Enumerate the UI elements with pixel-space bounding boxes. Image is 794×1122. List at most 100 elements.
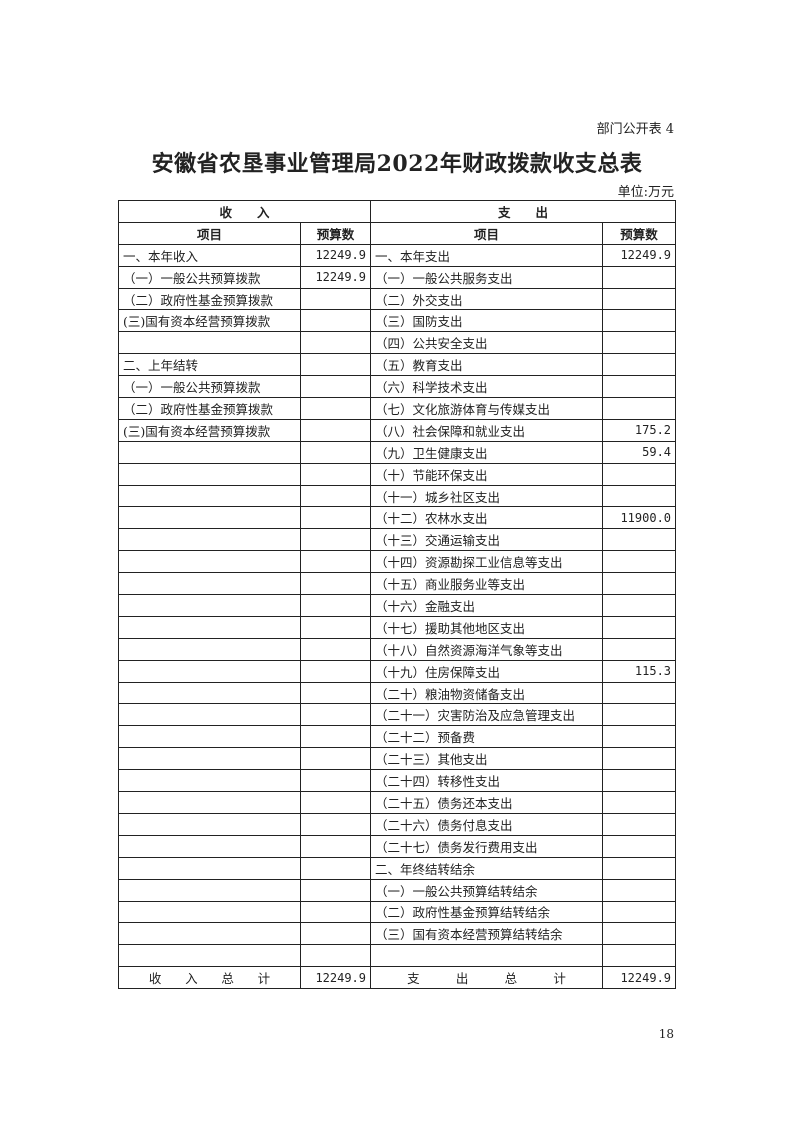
table-row: （二）政府性基金预算拨款 （七）文化旅游体育与传媒支出: [118, 397, 677, 420]
table-row: （二十三）其他支出: [118, 747, 677, 771]
income-item-cell: [118, 572, 301, 596]
expense-budget-cell: [602, 637, 677, 661]
income-item-cell: [118, 703, 301, 727]
income-budget-cell: [299, 922, 372, 946]
income-budget-cell: [299, 353, 372, 377]
expense-budget-cell: [602, 353, 677, 377]
total-label-char: 收: [148, 971, 162, 987]
expense-budget-cell: [602, 681, 677, 705]
income-budget-cell: [299, 331, 372, 355]
expense-item-cell: （十八）自然资源海洋气象等支出: [370, 637, 604, 661]
income-item-cell: [118, 528, 301, 552]
column-header-row: 项目 预算数 项目 预算数: [118, 221, 677, 245]
table-row: （二十二）预备费: [118, 725, 677, 749]
expense-item-cell: （七）文化旅游体育与传媒支出: [370, 397, 604, 420]
expense-budget-cell: 115.3: [602, 659, 677, 683]
table-row: （二）政府性基金预算结转结余: [118, 900, 677, 924]
table-row: [118, 944, 677, 968]
income-budget-cell: [299, 659, 372, 683]
income-budget-cell: [299, 681, 372, 705]
income-item-header: 项目: [118, 221, 301, 245]
table-row: （二十一）灾害防治及应急管理支出: [118, 703, 677, 727]
expense-budget-cell: [602, 331, 677, 355]
table-row: （九）卫生健康支出 59.4: [118, 440, 677, 464]
table-row: （十二）农林水支出 11900.0: [118, 506, 677, 530]
expense-budget-cell: [602, 703, 677, 727]
income-section-header: 收 入: [117, 200, 372, 223]
section-header-row: 收 入 支 出: [117, 200, 677, 223]
table-row: （十八）自然资源海洋气象等支出: [118, 637, 677, 661]
expense-budget-cell: [602, 528, 677, 552]
unit-label: 单位:万元: [617, 185, 674, 200]
income-budget-cell: [299, 900, 372, 924]
income-budget-cell: [299, 506, 372, 530]
income-item-cell: [118, 331, 301, 355]
table-row: （十）节能环保支出: [118, 462, 677, 486]
table-row: (三)国有资本经营预算拨款 （三）国防支出: [118, 309, 677, 333]
table-row: 二、上年结转 （五）教育支出: [118, 353, 677, 377]
expense-item-cell: （二十三）其他支出: [370, 747, 604, 771]
income-budget-cell: [299, 834, 372, 858]
expense-budget-cell: [602, 550, 677, 574]
income-budget-cell: [299, 309, 372, 333]
expense-item-cell: （八）社会保障和就业支出: [370, 418, 604, 442]
table-row: （十九）住房保障支出 115.3: [118, 659, 677, 683]
income-item-cell: [118, 878, 301, 902]
expense-item-cell: （十七）援助其他地区支出: [370, 615, 604, 639]
expense-item-cell: （二十四）转移性支出: [370, 769, 604, 793]
income-budget-cell: [299, 615, 372, 639]
expense-item-cell: （十五）商业服务业等支出: [370, 572, 604, 596]
expense-budget-cell: [602, 944, 677, 968]
expense-item-cell: （四）公共安全支出: [370, 331, 604, 355]
table-row: （二十）粮油物资储备支出: [118, 681, 677, 705]
totals-row: 收 入 总 计 12249.9 支 出 总 计 12249.9: [118, 966, 677, 990]
table-row: (三)国有资本经营预算拨款 （八）社会保障和就业支出 175.2: [118, 418, 677, 442]
expense-item-cell: （二十六）债务付息支出: [370, 812, 604, 836]
income-item-cell: （二）政府性基金预算拨款: [118, 287, 301, 311]
expense-item-cell: （二十五）债务还本支出: [370, 791, 604, 814]
income-item-cell: [118, 944, 301, 968]
table-row: （二十四）转移性支出: [118, 769, 677, 793]
income-budget-cell: [299, 550, 372, 574]
income-budget-cell: 12249.9: [299, 243, 372, 267]
income-budget-cell: [299, 878, 372, 902]
income-item-cell: [118, 812, 301, 836]
expense-item-cell: （三）国防支出: [370, 309, 604, 333]
expense-budget-cell: [602, 747, 677, 771]
expense-total-value: 12249.9: [602, 966, 677, 990]
income-item-cell: [118, 484, 301, 508]
total-label-char: 总: [504, 971, 518, 987]
expense-budget-cell: [602, 878, 677, 902]
income-budget-cell: [299, 594, 372, 617]
table-row: （一）一般公共预算结转结余: [118, 878, 677, 902]
expense-budget-cell: [602, 375, 677, 399]
expense-budget-cell: [602, 900, 677, 924]
table-row: （十七）援助其他地区支出: [118, 615, 677, 639]
income-item-cell: [118, 440, 301, 464]
expense-item-cell: （二十二）预备费: [370, 725, 604, 749]
income-total-value: 12249.9: [299, 966, 372, 990]
total-label-char: 出: [455, 971, 469, 987]
table-row: （四）公共安全支出: [118, 331, 677, 355]
income-item-cell: (三)国有资本经营预算拨款: [118, 309, 301, 333]
income-budget-cell: [299, 287, 372, 311]
expense-budget-cell: [602, 309, 677, 333]
expense-budget-cell: 59.4: [602, 440, 677, 464]
page-title: 安徽省农垦事业管理局2022年财政拨款收支总表: [151, 151, 643, 177]
table-row: （二十七）债务发行费用支出: [118, 834, 677, 858]
expense-budget-header: 预算数: [602, 221, 677, 245]
income-item-cell: [118, 769, 301, 793]
budget-table: 收 入 支 出 项目 预算数 项目 预算数 一、本年收入 12249.9 一、本年支…: [117, 200, 677, 990]
income-item-cell: 一、本年收入: [118, 243, 301, 267]
income-budget-cell: 12249.9: [299, 265, 372, 289]
table-row: （十一）城乡社区支出: [118, 484, 677, 508]
expense-budget-cell: [602, 856, 677, 880]
table-row: （十六）金融支出: [118, 594, 677, 617]
income-budget-cell: [299, 791, 372, 814]
expense-item-cell: （十三）交通运输支出: [370, 528, 604, 552]
income-budget-cell: [299, 528, 372, 552]
income-total-label: 收入总计: [118, 966, 301, 990]
income-budget-cell: [299, 769, 372, 793]
table-row: （十三）交通运输支出: [118, 528, 677, 552]
total-label-char: 入: [185, 971, 198, 987]
